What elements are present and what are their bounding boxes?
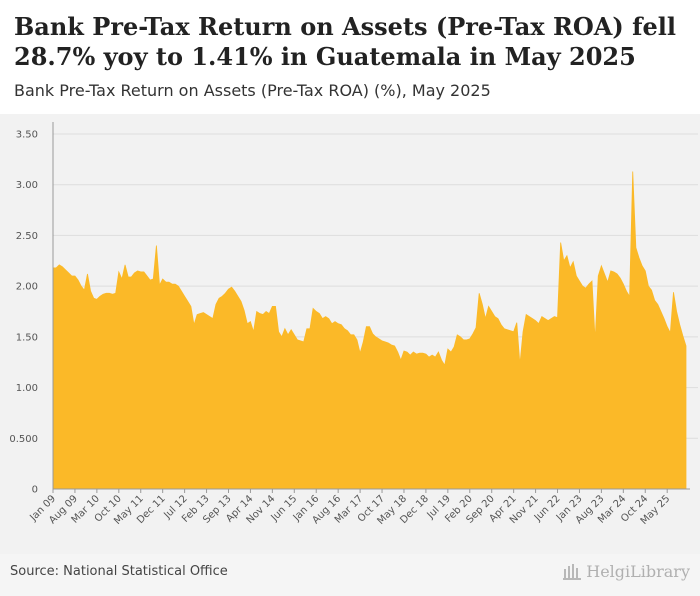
axes [52,122,690,493]
chart-subtitle: Bank Pre-Tax Return on Assets (Pre-Tax R… [14,81,491,100]
header: Bank Pre-Tax Return on Assets (Pre-Tax R… [0,0,700,114]
y-tick-label: 0 [32,485,38,496]
y-tick-label: 2.50 [16,231,38,242]
y-tick-label: 3.00 [16,180,38,191]
y-tick-label: 1.00 [16,383,38,394]
source-note: Source: National Statistical Office [10,564,228,579]
logo-text: HelgiLibrary [586,561,690,581]
roa-area-series [52,171,687,490]
y-tick-labels: 0 0.500 1.00 1.50 2.00 2.50 3.00 3.50 [9,130,38,496]
library-building-icon [563,564,582,580]
y-tick-label: 3.50 [16,130,38,141]
y-tick-label: 0.500 [9,434,38,445]
y-tick-label: 2.00 [16,282,38,293]
page-title: Bank Pre-Tax Return on Assets (Pre-Tax R… [14,12,676,71]
helgi-library-logo[interactable]: HelgiLibrary [562,561,690,581]
series-layer [52,171,687,490]
y-tick-label: 1.50 [16,332,38,343]
